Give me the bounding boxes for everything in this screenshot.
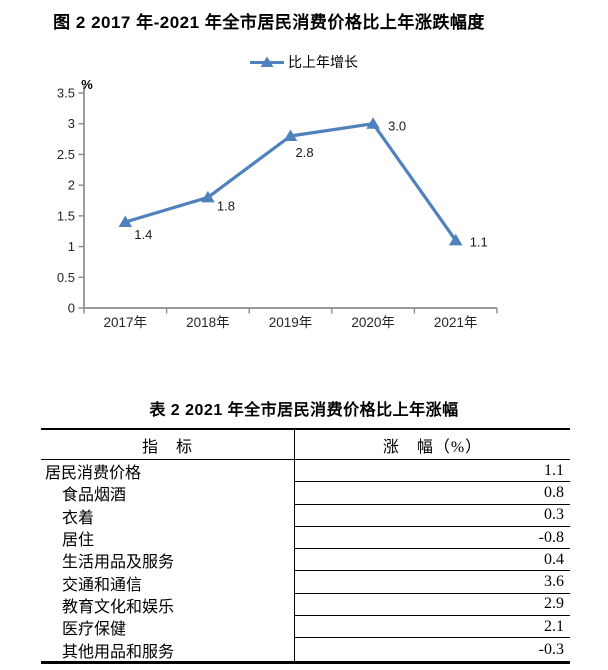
- series-line: [123, 122, 458, 243]
- x-category-label: 2021年: [434, 315, 478, 330]
- data-label: 1.1: [470, 234, 488, 249]
- indicator-cell: 居住: [41, 526, 295, 550]
- value-cell: 1.1: [295, 460, 570, 483]
- y-tick-label: 1.5: [57, 208, 75, 223]
- table-row: 居住 -0.8: [41, 526, 570, 550]
- data-label: 1.8: [217, 198, 235, 213]
- indicator-cell: 交通和通信: [41, 571, 295, 594]
- value-cell: 0.3: [295, 505, 570, 527]
- table-row: 食品烟酒 0.8: [41, 482, 570, 505]
- table-row: 其他用品和服务 -0.3: [41, 638, 570, 661]
- value-cell: -0.3: [538, 640, 564, 658]
- value-cell: 3.6: [295, 571, 570, 594]
- indicator-cell: 居民消费价格: [41, 460, 295, 483]
- y-tick-label: 2: [68, 178, 75, 193]
- chart-legend: 比上年增长: [0, 53, 608, 71]
- table-title: 表 2 2021 年全市居民消费价格比上年涨幅: [149, 402, 459, 419]
- indicator-cell: 教育文化和娱乐: [41, 593, 295, 617]
- table-row: 医疗保健 2.1: [41, 616, 570, 639]
- table-header-row: 指 标 涨 幅（%）: [41, 430, 570, 460]
- value-cell: -0.8: [295, 527, 570, 550]
- cpi-line-chart: 0 0.5 1 1.5 2 2.5 3 3.5% 2017年 2018年 2019年 2020年 202…: [57, 80, 498, 330]
- value-cell: 0.8: [295, 482, 570, 505]
- y-tick-label: 3.5: [57, 86, 75, 101]
- table-row: 居民消费价格 1.1: [41, 460, 570, 483]
- data-label: 2.8: [296, 145, 314, 160]
- table-row: 交通和通信 3.6: [41, 571, 570, 594]
- table-body: 居民消费价格 1.1 食品烟酒 0.8 衣着 0.3 居住 -0.8 生活用品及服务 0.4 交通和…: [41, 460, 570, 661]
- triangle-marker-icon: [366, 117, 380, 129]
- data-label: 1.4: [134, 227, 152, 242]
- y-tick-label: 1: [68, 239, 75, 254]
- y-tick-label: 2.5: [57, 147, 75, 162]
- x-category-label: 2018年: [186, 315, 230, 330]
- column-header-indicator: 指 标: [41, 430, 295, 459]
- indicator-cell: 食品烟酒: [41, 482, 295, 505]
- column-header-change: 涨 幅（%）: [382, 438, 483, 456]
- triangle-marker-icon: [118, 215, 133, 227]
- indicator-cell: 其他用品和服务: [41, 638, 295, 661]
- value-cell: 0.4: [295, 549, 570, 572]
- triangle-marker-icon: [201, 190, 215, 203]
- cpi-table: 指 标 涨 幅（%） 居民消费价格 1.1 食品烟酒 0.8 衣着 0.3 居住 -0.8 生活…: [41, 428, 570, 664]
- legend-triangle-line-icon: [250, 55, 284, 69]
- indicator-cell: 医疗保健: [41, 616, 295, 639]
- legend-label: 比上年增长: [288, 54, 358, 70]
- y-tick-label: 0: [68, 301, 75, 316]
- y-tick-label: 3: [68, 116, 75, 131]
- table-row: 衣着 0.3: [41, 504, 570, 527]
- figure-title: 图 2 2017 年-2021 年全市居民消费价格比上年涨跌幅度: [53, 13, 485, 32]
- table-row: 生活用品及服务 0.4: [41, 549, 570, 572]
- indicator-cell: 衣着: [41, 504, 295, 527]
- triangle-marker-icon: [283, 129, 298, 141]
- x-category-label: 2020年: [351, 315, 395, 330]
- y-tick-label: 0.5: [57, 270, 75, 285]
- x-category-label: 2017年: [104, 315, 148, 330]
- y-axis-unit-label: %: [81, 80, 93, 92]
- indicator-cell: 生活用品及服务: [41, 549, 295, 572]
- table-row: 教育文化和娱乐 2.9: [41, 593, 570, 617]
- x-category-label: 2019年: [269, 315, 313, 330]
- value-cell: 2.1: [295, 616, 570, 639]
- data-label: 3.0: [388, 119, 406, 134]
- value-cell: 2.9: [295, 594, 570, 617]
- triangle-marker-icon: [448, 233, 463, 246]
